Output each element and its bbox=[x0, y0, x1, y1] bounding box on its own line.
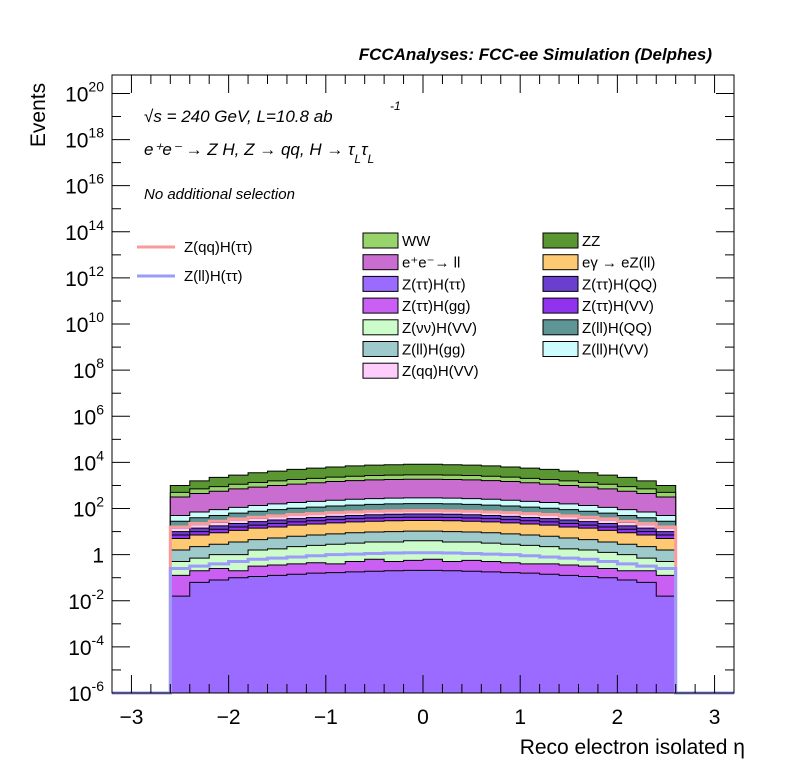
legend-label: Z(ττ)H(VV) bbox=[582, 298, 654, 315]
legend-line-label: Z(ll)H(ττ) bbox=[184, 268, 243, 285]
y-axis-label: Events bbox=[27, 83, 50, 147]
legend-lines: Z(qq)H(ττ) Z(ll)H(ττ) bbox=[137, 239, 253, 285]
y-tick-label: 1012 bbox=[65, 263, 104, 291]
legend-swatch-z-h-vv bbox=[542, 297, 579, 314]
legend-label: Z(ll)H(gg) bbox=[402, 342, 465, 359]
x-tick-label: 0 bbox=[417, 706, 429, 729]
x-axis-label: Reco electron isolated η bbox=[520, 736, 745, 759]
legend-swatch-z-qq-h-vv bbox=[362, 362, 399, 379]
legend-label: WW bbox=[402, 233, 431, 250]
legend-swatch-z-h-gg bbox=[362, 297, 399, 314]
legend-swatch-ww bbox=[362, 232, 399, 249]
stack-z-h bbox=[169, 569, 677, 694]
legend-stack: WW ZZ e⁺e⁻→ ll eγ → eZ(ll) Z(ττ)H(ττ) Z(ττ)H(… bbox=[362, 232, 657, 380]
process-tau: τ bbox=[361, 140, 369, 159]
x-tick-label: −2 bbox=[217, 706, 241, 729]
signal-line-z-qq-h bbox=[112, 509, 734, 695]
svg-text:e⁺e⁻ → Z H, Z → qq, H → τLτL: e⁺e⁻ → Z H, Z → qq, H → τLτL bbox=[144, 140, 374, 166]
y-tick-label: 1018 bbox=[65, 125, 104, 153]
y-tick-label: 104 bbox=[73, 447, 104, 475]
y-tick-label: 1010 bbox=[65, 309, 104, 337]
y-tick-label: 10-6 bbox=[68, 678, 104, 706]
legend-label: Z(qq)H(VV) bbox=[402, 363, 479, 380]
process-annotation: e⁺e⁻ → Z H, Z → qq, H → τLτL bbox=[144, 140, 374, 166]
y-tick-label: 10-4 bbox=[68, 632, 104, 660]
energy-exponent: -1 bbox=[390, 99, 401, 113]
energy-text: = 240 GeV, L=10.8 ab bbox=[162, 107, 333, 126]
x-tick-label: 2 bbox=[612, 706, 624, 729]
energy-annotation: √s = 240 GeV, L=10.8 ab -1 bbox=[144, 99, 401, 126]
y-tick-label: 1016 bbox=[65, 171, 104, 199]
legend-label: ZZ bbox=[582, 233, 600, 250]
y-tick-label: 10-2 bbox=[68, 586, 104, 614]
process-sub-1: L bbox=[354, 152, 361, 166]
legend-swatch-z-h-vv bbox=[362, 319, 399, 336]
legend-label: eγ → eZ(ll) bbox=[582, 255, 655, 272]
process-text: e⁺e⁻ → Z H, Z → qq, H → τ bbox=[144, 140, 356, 159]
legend-swatch-z-ll-h-vv bbox=[542, 341, 579, 357]
stack-layer bbox=[169, 463, 677, 694]
x-tick-label: −1 bbox=[314, 706, 338, 729]
y-tick-label: 108 bbox=[73, 355, 104, 383]
svg-text:√s = 240 GeV, L=10.8 ab: √s = 240 GeV, L=10.8 ab bbox=[144, 107, 333, 126]
x-tick-label: 3 bbox=[709, 706, 721, 729]
y-tick-label: 106 bbox=[73, 401, 104, 429]
x-tick-label: −3 bbox=[119, 706, 143, 729]
axis-ticks bbox=[111, 75, 735, 694]
y-tick-label: 1 bbox=[92, 545, 104, 568]
legend-line-label: Z(qq)H(ττ) bbox=[184, 239, 253, 256]
chart-title: FCCAnalyses: FCC-ee Simulation (Delphes) bbox=[359, 45, 713, 64]
y-tick-label: 1020 bbox=[65, 78, 104, 106]
legend-label: Z(ττ)H(ττ) bbox=[402, 276, 466, 293]
legend-swatch-z-h-qq bbox=[542, 275, 579, 292]
y-tick-label: 1014 bbox=[65, 217, 104, 245]
legend-label: Z(ττ)H(gg) bbox=[402, 298, 471, 315]
legend-label: e⁺e⁻→ ll bbox=[402, 255, 460, 272]
legend-label: Z(ττ)H(QQ) bbox=[582, 276, 657, 293]
signal-line-z-ll-h bbox=[112, 551, 734, 695]
signal-lines-layer bbox=[112, 509, 734, 695]
legend-swatch-zz bbox=[542, 232, 579, 249]
legend-swatch-z-ll-h-qq bbox=[542, 319, 579, 336]
energy-sqrt: √s bbox=[144, 107, 162, 126]
legend-swatch-e-ez-ll bbox=[542, 254, 579, 271]
legend-swatch-z-h bbox=[362, 275, 399, 292]
process-sub-2: L bbox=[367, 152, 374, 166]
selection-annotation: No additional selection bbox=[144, 186, 295, 203]
legend-swatch-e-e-ll bbox=[362, 254, 399, 271]
legend-label: Z(νν)H(VV) bbox=[402, 320, 477, 337]
x-tick-labels: −3 −2 −1 0 1 2 3 bbox=[119, 706, 720, 729]
legend-label: Z(ll)H(VV) bbox=[582, 342, 649, 359]
x-tick-label: 1 bbox=[514, 706, 526, 729]
legend-label: Z(ll)H(QQ) bbox=[582, 320, 652, 337]
y-tick-labels: 1020 1018 1016 1014 1012 1010 108 106 104 102 1 10-… bbox=[65, 78, 104, 706]
legend-swatch-z-ll-h-gg bbox=[362, 341, 399, 357]
y-tick-label: 102 bbox=[73, 494, 104, 522]
